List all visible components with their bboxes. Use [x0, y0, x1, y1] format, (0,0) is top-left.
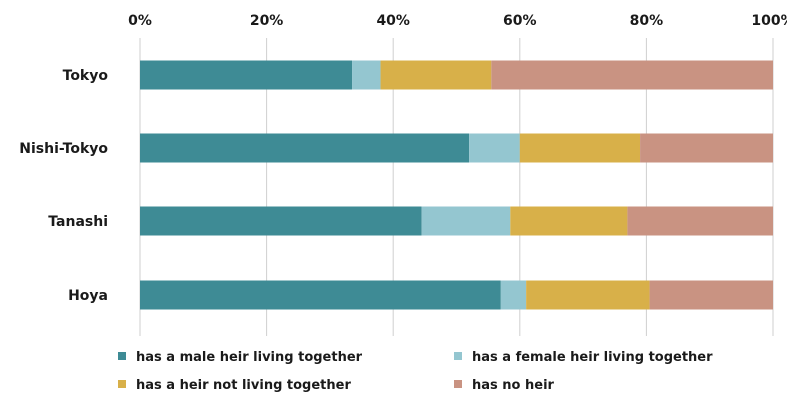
legend-swatch-2: [454, 352, 462, 360]
bar-tanashi-series-3: [510, 206, 628, 236]
bar-tokyo-series-3: [380, 60, 492, 90]
legend-item-4: has no heir: [454, 378, 555, 393]
legend-label-2: has a female heir living together: [472, 350, 713, 365]
bars: [140, 60, 773, 310]
bar-hoya-series-3: [526, 280, 650, 310]
category-label-hoya: Hoya: [68, 288, 108, 304]
bar-nishi-tokyo-series-2: [469, 133, 520, 163]
category-label-nishi-tokyo: Nishi-Tokyo: [19, 141, 108, 157]
category-labels: Tokyo Nishi-Tokyo Tanashi Hoya: [19, 68, 108, 304]
legend-swatch-4: [454, 380, 462, 388]
bar-nishi-tokyo-series-4: [640, 133, 773, 163]
bar-hoya-series-2: [500, 280, 527, 310]
legend: has a male heir living together has a fem…: [118, 350, 713, 393]
legend-label-4: has no heir: [472, 378, 555, 393]
legend-label-1: has a male heir living together: [136, 350, 363, 365]
legend-swatch-3: [118, 380, 126, 388]
bar-tokyo-series-2: [352, 60, 381, 90]
x-tick-label-100pct: 100%: [751, 13, 787, 29]
legend-swatch-1: [118, 352, 126, 360]
category-label-tokyo: Tokyo: [63, 68, 109, 84]
bar-nishi-tokyo-series-1: [140, 133, 470, 163]
bar-nishi-tokyo-series-3: [519, 133, 641, 163]
bar-tokyo-series-1: [140, 60, 353, 90]
legend-item-2: has a female heir living together: [454, 350, 713, 365]
x-tick-label-20pct: 20%: [250, 13, 284, 29]
bar-tanashi-series-4: [627, 206, 773, 236]
bar-hoya-series-1: [140, 280, 501, 310]
x-tick-label-60pct: 60%: [503, 13, 537, 29]
x-tick-labels: 0% 20% 40% 60% 80% 100%: [128, 13, 787, 29]
bar-tanashi-series-2: [421, 206, 511, 236]
bar-tanashi-series-1: [140, 206, 422, 236]
category-label-tanashi: Tanashi: [48, 214, 108, 230]
bar-tokyo-series-4: [491, 60, 773, 90]
x-tick-label-40pct: 40%: [376, 13, 410, 29]
x-tick-label-80pct: 80%: [630, 13, 664, 29]
legend-item-3: has a heir not living together: [118, 378, 351, 393]
legend-label-3: has a heir not living together: [136, 378, 351, 393]
x-tick-label-0pct: 0%: [128, 13, 152, 29]
legend-item-1: has a male heir living together: [118, 350, 363, 365]
bar-hoya-series-4: [649, 280, 773, 310]
